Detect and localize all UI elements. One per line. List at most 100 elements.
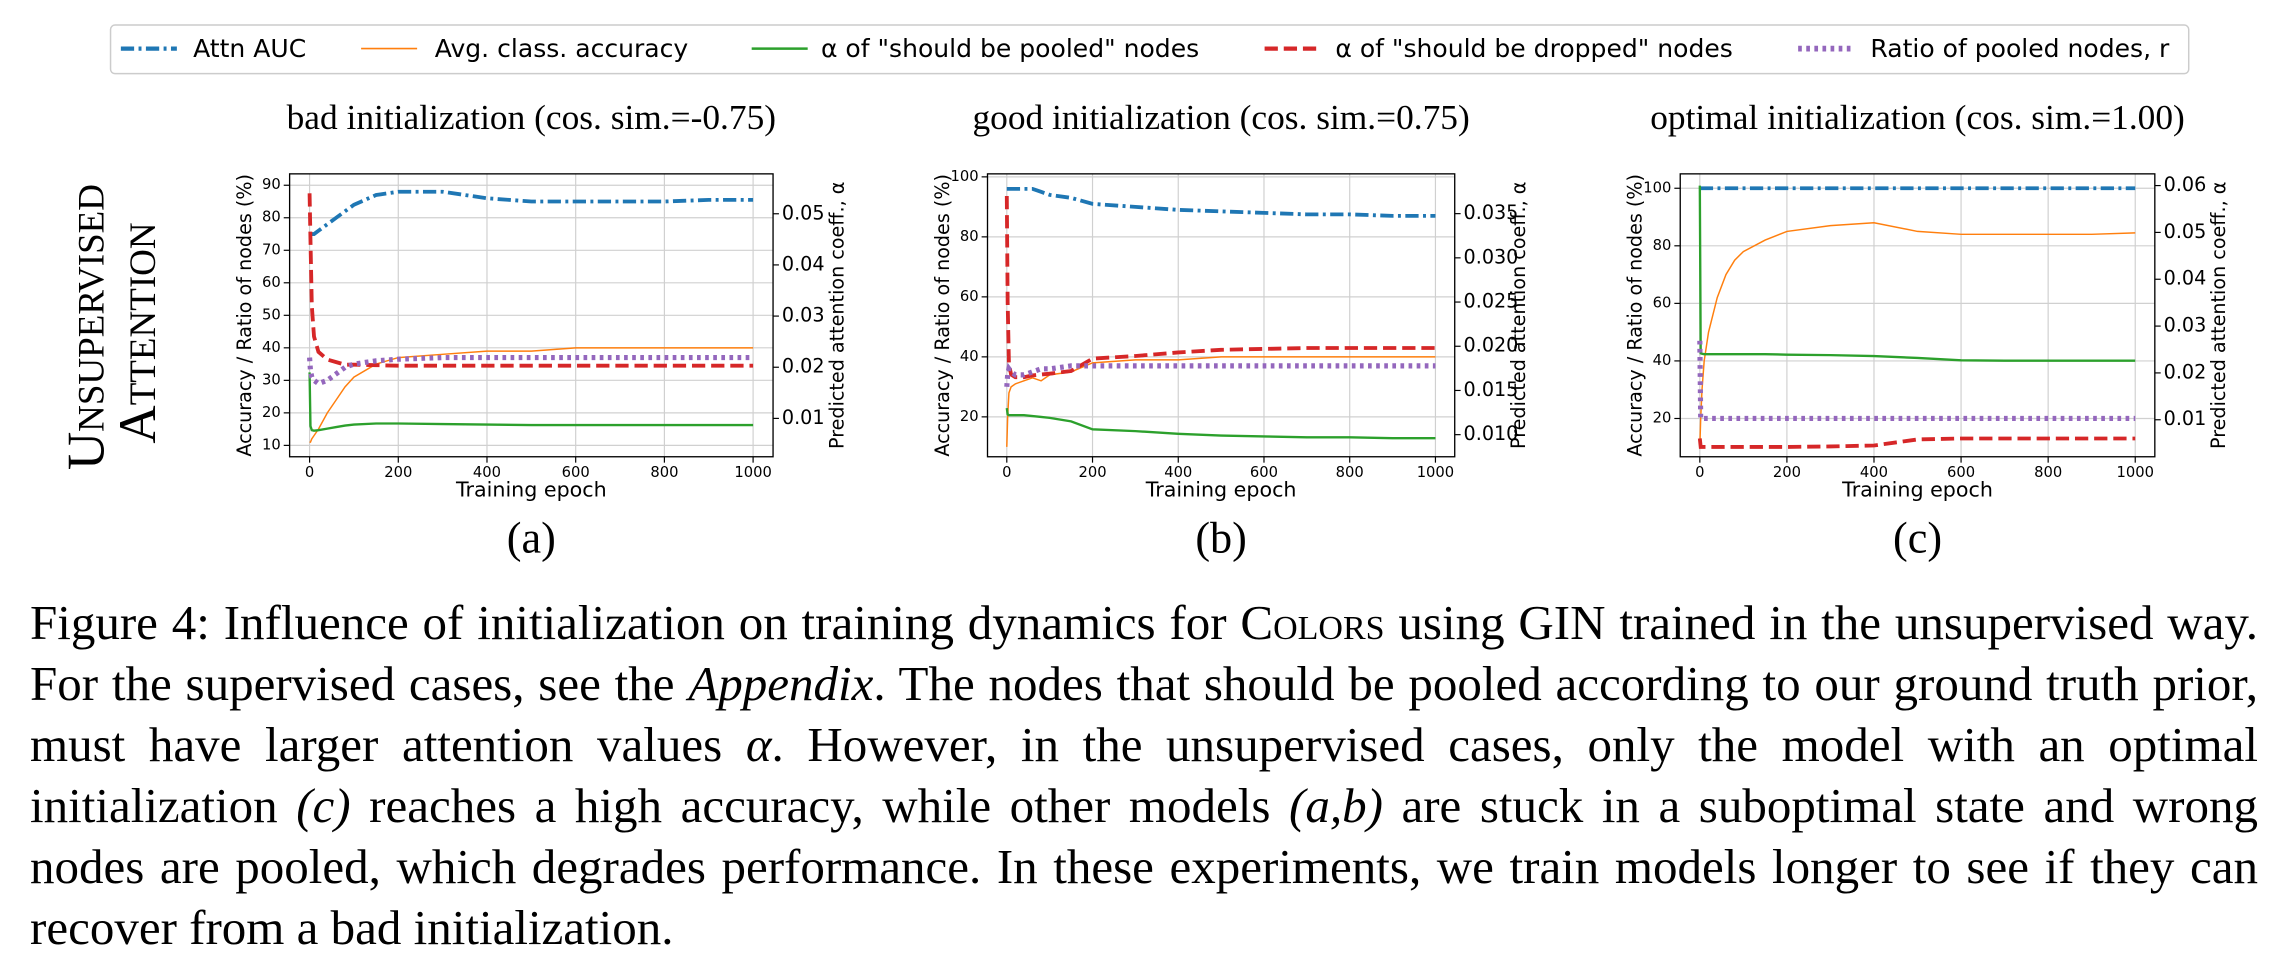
y-tick-label: 50 bbox=[262, 306, 281, 323]
series-line bbox=[1697, 436, 2136, 449]
x-tick-label: 200 bbox=[1078, 464, 1106, 481]
x-tick-label: 800 bbox=[2034, 464, 2062, 481]
legend-box bbox=[109, 24, 2190, 75]
y2-tick-label: 0.030 bbox=[1464, 245, 1519, 268]
caption-text: α bbox=[745, 717, 772, 772]
legend-label: Avg. class. accuracy bbox=[435, 34, 689, 63]
x-tick-label: 1000 bbox=[1417, 464, 1454, 481]
y2-tick-label: 0.015 bbox=[1464, 378, 1519, 401]
caption-text: Colors bbox=[1240, 595, 1385, 650]
x-axis-label: Training epoch bbox=[1145, 478, 1297, 502]
x-tick-label: 400 bbox=[1164, 464, 1192, 481]
x-axis-label: Training epoch bbox=[455, 478, 607, 502]
caption: Figure 4: Influence of initialization on… bbox=[30, 592, 2258, 958]
x-tick-label: 1000 bbox=[2116, 464, 2153, 481]
series-line bbox=[307, 193, 754, 368]
x-tick-label: 400 bbox=[473, 464, 501, 481]
x-tick-label: 600 bbox=[1250, 464, 1278, 481]
x-tick-label: 800 bbox=[1336, 464, 1364, 481]
row-label: Unsupervised bbox=[58, 184, 116, 470]
series-line bbox=[1699, 222, 2136, 448]
y-tick-label: 20 bbox=[960, 408, 979, 425]
caption-text: . The nodes that should be pooled accord… bbox=[30, 656, 2258, 772]
y2-tick-label: 0.010 bbox=[1464, 422, 1519, 445]
panel-label: (c) bbox=[1893, 513, 1942, 562]
y2-axis-label: Predicted attention coeff., α bbox=[825, 182, 848, 449]
series-line bbox=[1004, 195, 1436, 380]
y-tick-label: 40 bbox=[960, 348, 979, 365]
y2-tick-label: 0.02 bbox=[2164, 360, 2207, 383]
series-line bbox=[307, 355, 754, 387]
chart: bad initialization (cos. sim.=-0.75) (a) T… bbox=[233, 97, 849, 562]
x-axis-label: Training epoch bbox=[1841, 478, 1993, 502]
x-tick-label: 200 bbox=[1773, 464, 1801, 481]
y-tick-label: 60 bbox=[960, 288, 979, 305]
y-tick-label: 20 bbox=[1653, 409, 1672, 426]
plot-frame bbox=[1679, 173, 2156, 458]
caption-text: (a,b) bbox=[1289, 778, 1383, 833]
y-tick-label: 80 bbox=[262, 209, 281, 226]
chart-title: good initialization (cos. sim.=0.75) bbox=[972, 97, 1469, 137]
series-line bbox=[1006, 186, 1436, 218]
y2-tick-label: 0.025 bbox=[1464, 290, 1519, 313]
legend-label: α of "should be dropped" nodes bbox=[1335, 34, 1733, 63]
series-line bbox=[1004, 362, 1436, 388]
caption-text: using GIN trained in the unsupervised wa… bbox=[30, 595, 2258, 711]
y2-tick-label: 0.01 bbox=[2164, 407, 2207, 430]
y-tick-label: 40 bbox=[1653, 352, 1672, 369]
y-axis-label: Accuracy / Ratio of nodes (%) bbox=[233, 174, 256, 457]
y-tick-label: 70 bbox=[262, 241, 281, 258]
y2-axis-label: Predicted attention coeff., α bbox=[1507, 182, 1530, 449]
y-tick-label: 100 bbox=[1643, 179, 1671, 196]
y-tick-label: 90 bbox=[262, 176, 281, 193]
y2-tick-label: 0.04 bbox=[2164, 267, 2207, 290]
series-line bbox=[1698, 185, 2136, 362]
y-tick-label: 40 bbox=[262, 339, 281, 356]
y-tick-label: 80 bbox=[960, 228, 979, 245]
series-line bbox=[1697, 340, 2136, 422]
y-axis-label: Accuracy / Ratio of nodes (%) bbox=[1624, 174, 1647, 457]
x-tick-label: 200 bbox=[384, 464, 412, 481]
x-tick-label: 1000 bbox=[734, 464, 771, 481]
x-tick-label: 600 bbox=[1947, 464, 1975, 481]
x-tick-label: 0 bbox=[1002, 464, 1011, 481]
figure: Attn AUC Avg. class. accuracy α of "should… bbox=[58, 24, 2231, 562]
x-tick-label: 400 bbox=[1860, 464, 1888, 481]
y-tick-label: 60 bbox=[1653, 294, 1672, 311]
y2-tick-label: 0.06 bbox=[2164, 173, 2207, 196]
y2-tick-label: 0.05 bbox=[782, 201, 825, 224]
chart-title: optimal initialization (cos. sim.=1.00) bbox=[1650, 97, 2185, 137]
x-tick-label: 0 bbox=[305, 464, 314, 481]
legend-label: α of "should be pooled" nodes bbox=[821, 34, 1199, 63]
caption-text: are stuck in a suboptimal state and wron… bbox=[30, 778, 2258, 955]
legend-label: Ratio of pooled nodes, r bbox=[1870, 34, 2170, 63]
panel-label: (b) bbox=[1195, 513, 1247, 562]
y2-tick-label: 0.04 bbox=[782, 252, 825, 275]
y2-axis-label: Predicted attention coeff., α bbox=[2207, 182, 2230, 449]
series-line bbox=[308, 372, 754, 432]
caption-text: Appendix bbox=[688, 656, 874, 711]
y2-tick-label: 0.02 bbox=[782, 355, 825, 378]
plot-frame bbox=[986, 173, 1456, 458]
y2-tick-label: 0.03 bbox=[782, 304, 825, 327]
plot-frame bbox=[288, 173, 774, 458]
y2-tick-label: 0.05 bbox=[2164, 220, 2207, 243]
chart: optimal initialization (cos. sim.=1.00) (… bbox=[1624, 97, 2231, 562]
row-label: Attention bbox=[109, 222, 167, 443]
y2-tick-label: 0.01 bbox=[782, 406, 825, 429]
legend: Attn AUC Avg. class. accuracy α of "should… bbox=[120, 34, 2170, 63]
series-line bbox=[1005, 407, 1436, 440]
y-tick-label: 100 bbox=[951, 168, 979, 185]
chart: good initialization (cos. sim.=0.75) (b) T… bbox=[931, 97, 1530, 562]
y-tick-label: 80 bbox=[1653, 237, 1672, 254]
caption-text: . However, in the unsupervised cases, on… bbox=[30, 717, 2258, 833]
caption-text: (c) bbox=[296, 778, 351, 833]
series-line bbox=[309, 189, 754, 236]
panel-label: (a) bbox=[507, 513, 556, 562]
x-tick-label: 600 bbox=[562, 464, 590, 481]
x-tick-label: 800 bbox=[650, 464, 678, 481]
y2-tick-label: 0.035 bbox=[1464, 201, 1519, 224]
y-tick-label: 60 bbox=[262, 274, 281, 291]
y2-tick-label: 0.020 bbox=[1464, 334, 1519, 357]
